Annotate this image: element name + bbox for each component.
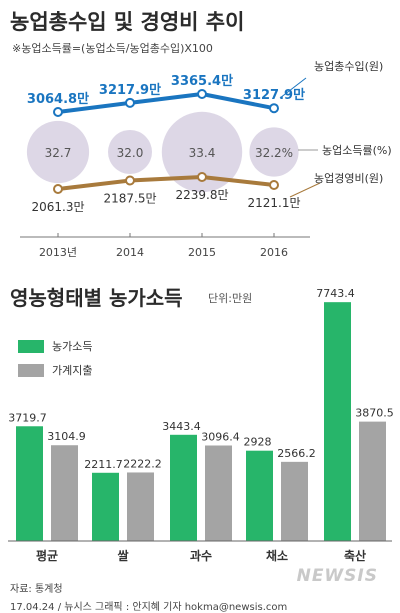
- rate-circle: [26, 120, 90, 184]
- cost-line: [57, 175, 275, 191]
- cost-point: [197, 172, 207, 182]
- credit-note: 17.04.24 / 뉴시스 그래픽 : 안지혜 기자 hokma@newsis…: [10, 602, 288, 613]
- income-point: [269, 103, 279, 114]
- income-bar: [324, 302, 351, 541]
- income-value-label: 3365.4만: [171, 73, 233, 89]
- x-tick-label: 축산: [344, 548, 366, 563]
- legend-label-cost: 농업경영비(원): [314, 172, 383, 185]
- bar-value-label: 3870.5: [355, 407, 394, 420]
- rate-circle: [161, 111, 243, 193]
- cost-point: [53, 184, 63, 194]
- legend-label-income: 농가소득: [52, 340, 93, 353]
- legend-leader-cost: [289, 182, 321, 198]
- x-tick-label: 채소: [266, 548, 288, 563]
- spending-bar: [359, 421, 386, 541]
- bar-value-label: 2928: [244, 436, 272, 449]
- income-bar: [92, 472, 119, 541]
- income-value-label: 3064.8만: [27, 91, 89, 107]
- bar-chart-title: 영농형태별 농가소득: [10, 286, 183, 310]
- bar-value-label: 3104.9: [47, 430, 86, 443]
- line-chart: 32.7 32.0 33.4 32.2% 3064.8만 3217.9만 3365.4만 31…: [20, 60, 392, 259]
- x-tick-label: 평균: [36, 549, 58, 563]
- rate-value-label: 32.0: [117, 146, 144, 160]
- cost-point: [269, 179, 279, 190]
- spending-bar: [281, 461, 308, 541]
- bar-value-label: 3443.4: [162, 420, 201, 433]
- bar-value-label: 3096.4: [201, 430, 240, 443]
- cost-value-label: 2121.1만: [247, 196, 300, 210]
- legend-item-spending: 가계지출: [18, 362, 92, 378]
- x-tick-label: 2013년: [39, 246, 77, 259]
- bar-value-label: 3719.7: [8, 411, 47, 424]
- spending-bar: [127, 472, 154, 541]
- legend-swatch-spending: [18, 363, 44, 377]
- rate-value-label: 32.2%: [255, 146, 293, 160]
- bar-value-label: 7743.4: [316, 287, 355, 300]
- income-bar: [16, 426, 43, 541]
- source-note: 자료: 통계청: [10, 584, 63, 595]
- rate-value-label: 32.7: [45, 146, 72, 160]
- spending-bar: [205, 445, 232, 541]
- watermark: NEWSIS: [296, 566, 378, 586]
- spending-bar: [51, 445, 78, 541]
- x-tick-label: 2014: [116, 246, 144, 259]
- cost-value-label: 2061.3만: [31, 200, 84, 214]
- income-bar: [170, 434, 197, 541]
- income-point: [197, 89, 207, 99]
- x-tick-label: 2016: [260, 246, 288, 259]
- chart-title: 농업총수입 및 경영비 추이: [10, 10, 245, 34]
- x-tick-label: 과수: [190, 548, 212, 563]
- bar-value-label: 2222.2: [123, 457, 162, 470]
- income-point: [125, 97, 135, 108]
- cost-value-label: 2187.5만: [103, 192, 156, 206]
- rate-value-label: 33.4: [189, 146, 216, 160]
- legend-label-income-total: 농업총수입(원): [314, 60, 383, 73]
- x-tick-label: 쌀: [117, 549, 128, 563]
- income-line: [57, 92, 275, 114]
- income-bar: [246, 450, 273, 541]
- cost-value-label: 2239.8만: [175, 188, 228, 202]
- legend-leader-income: [279, 77, 307, 99]
- bar-value-label: 2211.7: [84, 458, 123, 471]
- legend-swatch-income: [18, 339, 44, 353]
- income-value-label: 3217.9만: [99, 82, 161, 98]
- bar-value-label: 2566.2: [277, 447, 316, 460]
- legend-item-income: 농가소득: [18, 338, 92, 354]
- formula-note: ※농업소득률=(농업소득/농업총수입)X100: [12, 42, 213, 55]
- legend-label-spending: 가계지출: [52, 364, 93, 377]
- cost-point: [125, 175, 135, 186]
- rate-circle: [249, 127, 299, 177]
- rate-circle: [108, 130, 152, 174]
- unit-label: 단위:만원: [208, 292, 253, 305]
- income-value-label: 3127.9만: [243, 87, 305, 103]
- legend-label-rate: 농업소득률(%): [322, 144, 392, 157]
- x-tick-label: 2015: [188, 246, 216, 259]
- income-point: [53, 107, 63, 117]
